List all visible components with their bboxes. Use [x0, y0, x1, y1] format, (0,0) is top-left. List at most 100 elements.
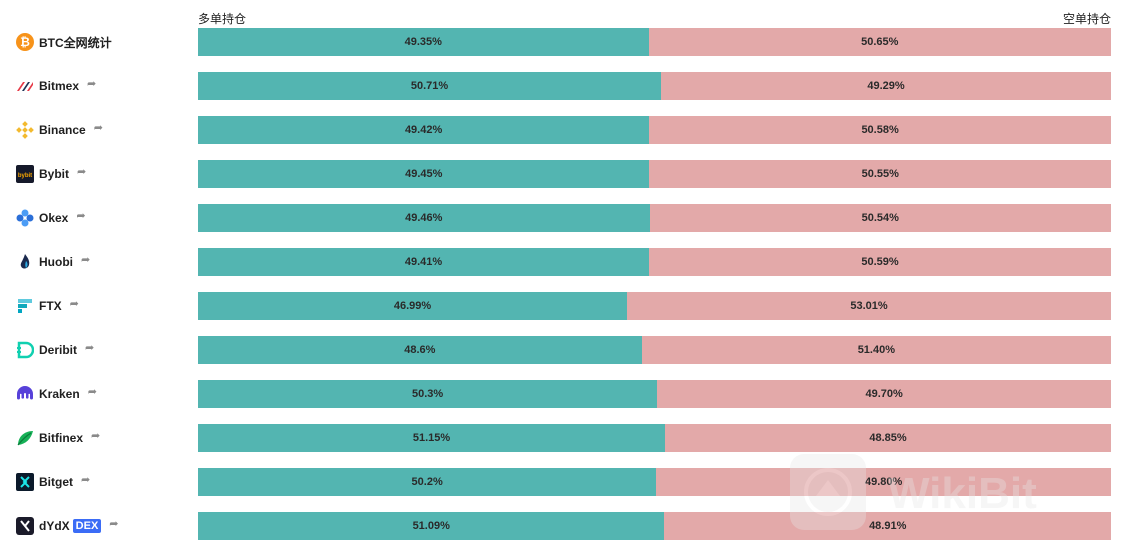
exchange-row: Kraken ➦ 50.3% 49.70%	[0, 380, 1128, 408]
exchange-name: Deribit	[39, 343, 78, 357]
svg-text:bybit: bybit	[18, 173, 32, 179]
exchange-label[interactable]: bybit Bybit ➦	[16, 160, 86, 188]
long-position-bar: 49.41%	[198, 248, 650, 276]
exchange-row: Bitmex ➦ 50.71% 49.29%	[0, 72, 1128, 100]
short-percent-label: 53.01%	[850, 300, 888, 312]
short-position-bar: 50.58%	[649, 116, 1111, 144]
share-icon[interactable]: ➦	[81, 253, 91, 266]
exchange-label[interactable]: Binance ➦	[16, 116, 103, 144]
long-position-bar: 50.2%	[198, 468, 657, 496]
short-position-bar: 49.70%	[657, 380, 1111, 408]
dydx-icon	[16, 517, 34, 535]
position-ratio-bar: 51.09% 48.91%	[198, 512, 1111, 540]
short-position-bar: 51.40%	[641, 336, 1111, 364]
exchange-label[interactable]: dYdX DEX ➦	[16, 512, 119, 540]
share-icon[interactable]: ➦	[76, 209, 86, 222]
ftx-icon	[16, 297, 34, 315]
short-position-bar: 48.85%	[664, 424, 1111, 452]
long-position-bar: 50.71%	[198, 72, 661, 100]
exchange-row: Huobi ➦ 49.41% 50.59%	[0, 248, 1128, 276]
long-position-bar: 51.09%	[198, 512, 665, 540]
kraken-icon	[16, 385, 34, 403]
long-position-bar: 49.35%	[198, 28, 649, 56]
short-position-bar: 49.80%	[656, 468, 1111, 496]
long-percent-label: 51.09%	[412, 520, 450, 532]
exchange-label[interactable]: Bitmex ➦	[16, 72, 96, 100]
position-ratio-bar: 46.99% 53.01%	[198, 292, 1111, 320]
position-ratio-bar: 51.15% 48.85%	[198, 424, 1111, 452]
exchange-name: Bybit	[39, 167, 69, 181]
long-percent-label: 49.46%	[405, 212, 443, 224]
exchange-row: bybit Bybit ➦ 49.45% 50.55%	[0, 160, 1128, 188]
deribit-icon	[16, 341, 34, 359]
share-icon[interactable]: ➦	[69, 297, 79, 310]
short-percent-label: 48.85%	[869, 432, 907, 444]
position-ratio-bar: 49.42% 50.58%	[198, 116, 1111, 144]
long-percent-label: 46.99%	[393, 300, 432, 312]
share-icon[interactable]: ➦	[77, 165, 87, 178]
short-percent-label: 50.55%	[861, 168, 899, 180]
exchange-label[interactable]: Huobi ➦	[16, 248, 90, 276]
exchange-name: Binance	[39, 123, 86, 137]
long-percent-label: 49.45%	[405, 168, 443, 180]
short-percent-label: 50.54%	[861, 212, 899, 224]
short-percent-label: 49.29%	[867, 80, 905, 92]
exchange-row: Okex ➦ 49.46% 50.54%	[0, 204, 1128, 232]
share-icon[interactable]: ➦	[87, 385, 97, 398]
position-ratio-bar: 49.41% 50.59%	[198, 248, 1111, 276]
exchange-label[interactable]: Kraken ➦	[16, 380, 97, 408]
exchange-label[interactable]: Bitfinex ➦	[16, 424, 100, 452]
exchange-name: BTC全网统计	[39, 35, 112, 50]
bitmex-icon	[16, 77, 34, 95]
long-percent-label: 50.2%	[411, 476, 443, 488]
okex-icon	[16, 209, 34, 227]
bitget-icon	[16, 473, 34, 491]
exchange-name: Kraken	[39, 387, 80, 401]
exchange-name: Okex	[39, 211, 69, 225]
long-position-bar: 48.6%	[198, 336, 642, 364]
share-icon[interactable]: ➦	[87, 77, 97, 90]
exchange-name: FTX	[39, 299, 62, 313]
position-ratio-bar: 49.35% 50.65%	[198, 28, 1111, 56]
exchange-row: Bitfinex ➦ 51.15% 48.85%	[0, 424, 1128, 452]
long-position-bar: 46.99%	[198, 292, 628, 320]
short-percent-label: 49.80%	[865, 476, 903, 488]
long-position-bar: 49.46%	[198, 204, 650, 232]
long-percent-label: 50.71%	[410, 80, 449, 92]
share-icon[interactable]: ➦	[81, 473, 91, 486]
exchange-row: Bitget ➦ 50.2% 49.80%	[0, 468, 1128, 496]
share-icon[interactable]: ➦	[85, 341, 95, 354]
exchange-label[interactable]: Bitget ➦	[16, 468, 90, 496]
exchange-row: Deribit ➦ 48.6% 51.40%	[0, 336, 1128, 364]
long-percent-label: 48.6%	[404, 344, 436, 356]
long-percent-label: 51.15%	[412, 432, 451, 444]
exchange-label[interactable]: ₿ BTC全网统计	[16, 28, 112, 56]
short-percent-label: 50.65%	[861, 36, 899, 48]
short-percent-label: 50.59%	[861, 256, 899, 268]
position-ratio-bar: 49.46% 50.54%	[198, 204, 1111, 232]
binance-icon	[16, 121, 34, 139]
position-ratio-bar: 50.2% 49.80%	[198, 468, 1111, 496]
exchange-row: ₿ BTC全网统计 49.35% 50.65%	[0, 28, 1128, 56]
share-icon[interactable]: ➦	[91, 429, 101, 442]
bitfinex-icon	[16, 429, 34, 447]
exchange-label[interactable]: Deribit ➦	[16, 336, 94, 364]
short-percent-label: 48.91%	[869, 520, 907, 532]
long-percent-label: 50.3%	[412, 388, 444, 400]
long-position-bar: 51.15%	[198, 424, 665, 452]
short-percent-label: 49.70%	[865, 388, 903, 400]
short-position-bar: 50.55%	[649, 160, 1111, 188]
exchange-label[interactable]: FTX ➦	[16, 292, 79, 320]
long-position-bar: 49.45%	[198, 160, 650, 188]
short-position-header: 空单持仓	[1062, 12, 1111, 26]
bitcoin-icon: ₿	[16, 33, 34, 51]
long-position-bar: 50.3%	[198, 380, 658, 408]
share-icon[interactable]: ➦	[109, 517, 119, 530]
exchange-label[interactable]: Okex ➦	[16, 204, 86, 232]
position-ratio-bar: 48.6% 51.40%	[198, 336, 1111, 364]
short-position-bar: 50.59%	[649, 248, 1111, 276]
exchange-name: Huobi	[39, 255, 73, 269]
share-icon[interactable]: ➦	[93, 121, 103, 134]
exchange-row: Binance ➦ 49.42% 50.58%	[0, 116, 1128, 144]
